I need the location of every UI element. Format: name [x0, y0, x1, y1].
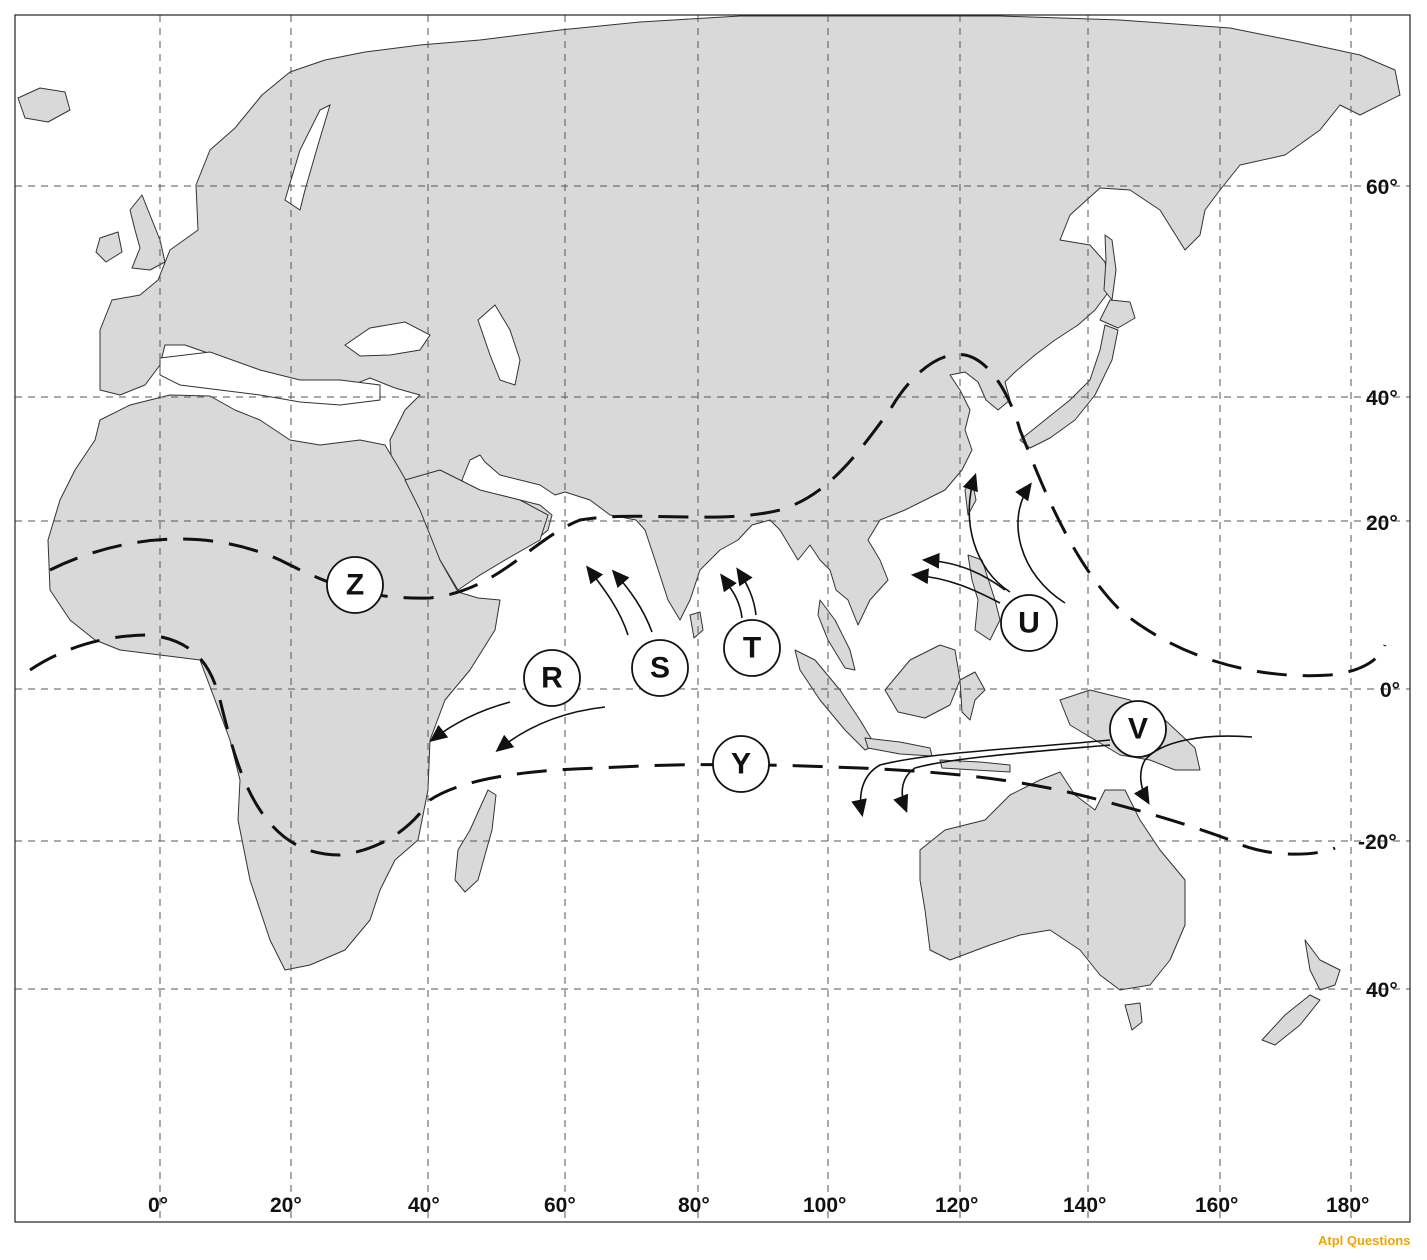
marker-v: V	[1109, 700, 1167, 758]
lat-label-40s: 40°	[1366, 979, 1398, 1002]
lon-label-100: 100°	[803, 1194, 846, 1217]
lon-label-40: 40°	[408, 1194, 440, 1217]
arrow-t-2	[736, 567, 757, 616]
arrow-u-3	[962, 472, 1011, 593]
marker-y-label: Y	[731, 748, 751, 781]
sea-mediterranean	[159, 351, 381, 406]
marker-u-label: U	[1018, 607, 1040, 640]
marker-r: R	[523, 649, 581, 707]
lon-label-0: 0°	[148, 1194, 168, 1217]
landmass-sakhalin	[1103, 234, 1117, 301]
landmass-sumatra	[794, 649, 876, 751]
lon-label-120: 120°	[935, 1194, 978, 1217]
lon-label-80: 80°	[678, 1194, 710, 1217]
itcz-january	[29, 633, 1336, 857]
arrow-u-4	[1015, 482, 1066, 604]
sea-black	[344, 321, 431, 357]
landmass-tasmania	[1124, 1002, 1143, 1031]
marker-u: U	[1000, 594, 1058, 652]
graticule	[15, 15, 1410, 1222]
lat-label-20s: -20°	[1358, 831, 1397, 854]
lon-label-160: 160°	[1195, 1194, 1238, 1217]
marker-r-label: R	[541, 662, 563, 695]
landmass-borneo	[884, 644, 961, 719]
arrow-v-1	[851, 739, 1111, 818]
marker-v-label: V	[1128, 713, 1148, 746]
arrow-u-1	[910, 568, 1001, 604]
landmass-hokkaido	[1099, 299, 1136, 329]
arrow-s-2	[611, 569, 653, 633]
map-frame	[14, 14, 1411, 1223]
landmass-new-zealand-south	[1261, 994, 1321, 1046]
landmass-new-zealand-north	[1304, 939, 1341, 991]
letter-markers: Z R S T U V Y	[326, 556, 1167, 793]
landmass-sulawesi	[959, 671, 986, 721]
landmass-ireland	[95, 231, 123, 263]
lon-label-60: 60°	[544, 1194, 576, 1217]
lon-label-140: 140°	[1063, 1194, 1106, 1217]
marker-z: Z	[326, 556, 384, 614]
landmass-lesser-sunda	[939, 759, 1011, 773]
lat-label-0: 0°	[1380, 679, 1400, 702]
marker-s: S	[631, 639, 689, 697]
latitude-labels: 60° 40° 20° 0° -20° 40°	[1358, 176, 1400, 1002]
arrow-r-2	[495, 706, 606, 753]
marker-t: T	[723, 619, 781, 677]
lat-label-20n: 20°	[1366, 512, 1398, 535]
arrow-v-3	[1133, 735, 1253, 805]
lon-label-180: 180°	[1326, 1194, 1369, 1217]
lat-label-40n: 40°	[1366, 387, 1398, 410]
marker-z-label: Z	[346, 569, 364, 602]
landmass-malay-peninsula	[817, 599, 856, 671]
land-masses	[17, 15, 1401, 639]
arrow-s-1	[586, 565, 629, 636]
landmass-great-britain	[129, 194, 166, 271]
marker-y: Y	[712, 735, 770, 793]
landmass-japan	[1019, 324, 1119, 449]
arrow-t-1	[720, 573, 743, 619]
landmass-philippines	[967, 554, 1001, 641]
itcz-july	[49, 352, 1387, 678]
wind-arrows	[429, 472, 1253, 818]
landmass-sri-lanka	[689, 611, 704, 639]
arrow-r-1	[429, 701, 511, 742]
landmass-arabia	[404, 469, 549, 591]
sea-caspian	[477, 304, 521, 386]
landmass-australia	[919, 771, 1186, 991]
landmass-java	[864, 737, 933, 757]
arrow-v-2	[893, 744, 1111, 813]
landmass-iceland	[17, 87, 71, 123]
longitude-labels: 0° 20° 40° 60° 80° 100° 120° 140° 160° 1…	[148, 1194, 1369, 1217]
marker-s-label: S	[650, 652, 670, 685]
itcz-lines	[29, 352, 1387, 857]
marker-t-label: T	[743, 632, 761, 665]
arrow-u-2	[921, 552, 1006, 591]
sea-baltic	[284, 104, 331, 211]
lat-label-60n: 60°	[1366, 176, 1398, 199]
lon-label-20: 20°	[270, 1194, 302, 1217]
watermark-logo: Atpl Questions	[1318, 1233, 1410, 1248]
